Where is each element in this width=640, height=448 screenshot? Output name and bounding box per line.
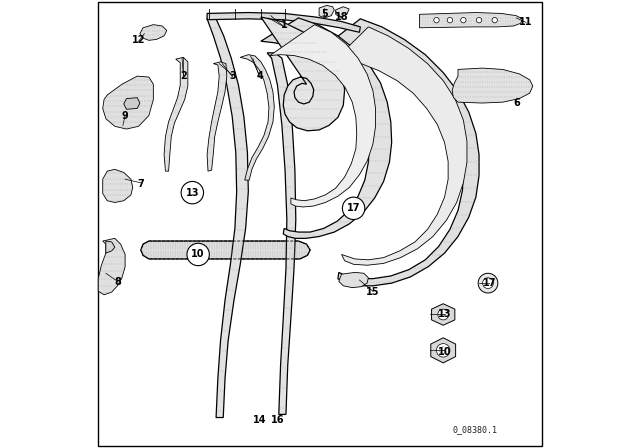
Text: 10: 10 (438, 347, 451, 357)
Circle shape (447, 17, 452, 23)
Polygon shape (452, 68, 532, 103)
Polygon shape (330, 19, 479, 286)
Circle shape (492, 17, 497, 23)
Text: 9: 9 (122, 112, 129, 121)
Polygon shape (98, 238, 125, 295)
Polygon shape (240, 55, 275, 180)
Polygon shape (207, 13, 360, 32)
Text: 4: 4 (256, 71, 263, 81)
Polygon shape (319, 5, 334, 18)
Text: 16: 16 (271, 415, 284, 425)
Text: 17: 17 (483, 278, 496, 288)
Polygon shape (335, 7, 349, 17)
Text: 10: 10 (191, 250, 205, 259)
Circle shape (478, 273, 498, 293)
Text: 11: 11 (519, 17, 533, 27)
Text: 3: 3 (229, 71, 236, 81)
Circle shape (436, 344, 450, 357)
Circle shape (434, 17, 439, 23)
Polygon shape (106, 241, 115, 253)
Polygon shape (431, 338, 456, 363)
Text: 13: 13 (186, 188, 199, 198)
Polygon shape (164, 57, 188, 171)
Polygon shape (141, 241, 310, 259)
Polygon shape (270, 25, 376, 207)
Circle shape (483, 278, 493, 289)
Circle shape (187, 243, 209, 266)
Polygon shape (102, 76, 154, 129)
Circle shape (181, 181, 204, 204)
Text: 12: 12 (132, 35, 145, 45)
Text: 2: 2 (180, 71, 187, 81)
Polygon shape (207, 13, 248, 418)
Text: 13: 13 (438, 310, 451, 319)
Text: 15: 15 (366, 287, 380, 297)
Polygon shape (261, 18, 392, 238)
Text: 14: 14 (253, 415, 266, 425)
Circle shape (342, 197, 365, 220)
Circle shape (461, 17, 466, 23)
Polygon shape (140, 25, 167, 40)
Text: 18: 18 (335, 12, 348, 22)
Text: 17: 17 (347, 203, 360, 213)
Polygon shape (419, 13, 522, 28)
Circle shape (476, 17, 482, 23)
Text: 7: 7 (138, 179, 144, 189)
Text: 6: 6 (514, 98, 520, 108)
Polygon shape (334, 27, 467, 265)
Polygon shape (339, 272, 369, 288)
Text: 5: 5 (321, 9, 328, 19)
Circle shape (438, 309, 449, 320)
Polygon shape (102, 169, 132, 202)
Text: 8: 8 (114, 277, 121, 287)
Polygon shape (267, 53, 296, 414)
Polygon shape (207, 62, 227, 171)
Text: 1: 1 (281, 20, 287, 30)
Polygon shape (124, 98, 140, 109)
Polygon shape (431, 304, 455, 325)
Polygon shape (261, 17, 344, 131)
Text: 0_08380.1: 0_08380.1 (452, 426, 497, 435)
